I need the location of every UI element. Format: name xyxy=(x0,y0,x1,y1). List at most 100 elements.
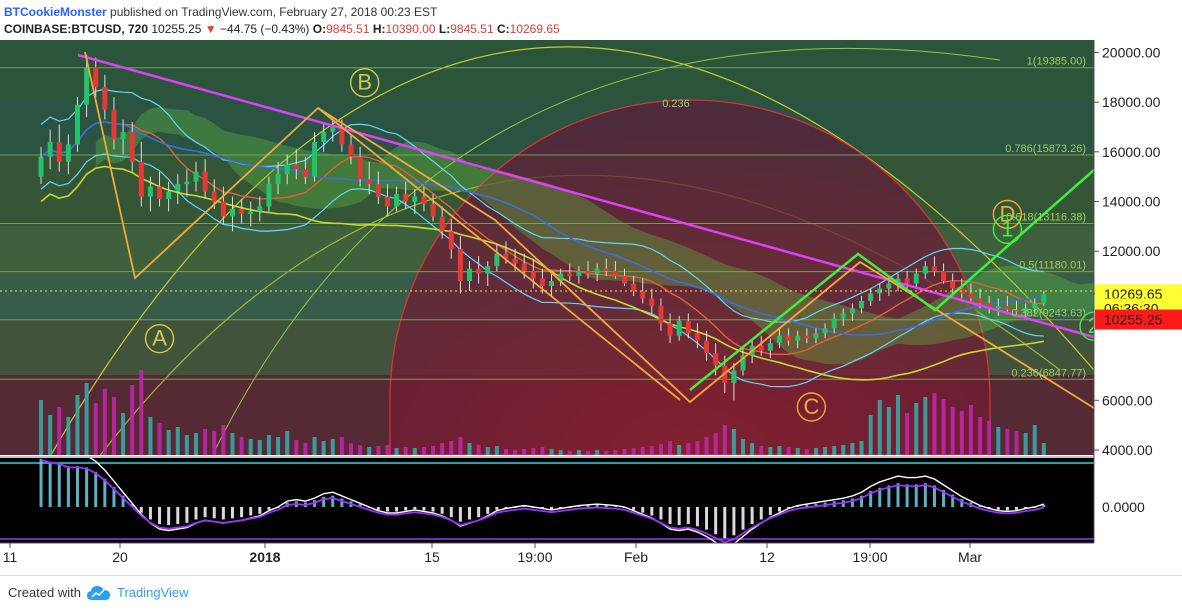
candle-body xyxy=(904,278,910,284)
last-price: 10255.25 xyxy=(151,22,202,36)
macd-bar xyxy=(158,507,162,524)
candle-body xyxy=(275,174,281,185)
candle-body xyxy=(394,194,400,207)
candle-body xyxy=(649,298,655,306)
macd-bar xyxy=(960,499,964,507)
volume-bar xyxy=(722,425,727,455)
bollinger-bands xyxy=(40,88,1044,388)
price-label-text: 10269.65 xyxy=(1104,286,1163,302)
volume-bar xyxy=(841,445,846,455)
wave-label: 2 xyxy=(1088,313,1100,338)
candle-body xyxy=(339,126,345,145)
volume-bar xyxy=(895,395,900,455)
volume-bar xyxy=(513,450,518,455)
volume-bar xyxy=(39,400,44,455)
macd-bar xyxy=(322,496,326,507)
volume-bar xyxy=(175,427,180,455)
candle-body xyxy=(521,263,527,272)
macd-bar xyxy=(121,495,125,507)
volume-bar xyxy=(677,445,682,455)
macd-bar xyxy=(613,505,617,507)
candle-body xyxy=(166,191,172,200)
candle-body xyxy=(986,303,992,309)
volume-bar xyxy=(795,448,800,455)
candle-body xyxy=(576,271,582,277)
wave-green-lines[interactable] xyxy=(689,169,1094,391)
candle-body xyxy=(804,335,810,339)
candle-body xyxy=(175,184,181,192)
created-with-text: Created with xyxy=(8,585,81,600)
macd-bar xyxy=(595,504,599,507)
trendline-magenta[interactable] xyxy=(77,53,1094,339)
macd-bar xyxy=(805,504,809,507)
price-axis-ticks: 20000.00 18000.00 16000.00 14000.00 12000.00… xyxy=(1094,44,1161,458)
volume-bar xyxy=(376,446,381,455)
wave-abc-lines[interactable] xyxy=(84,51,1094,409)
macd-bar xyxy=(413,507,417,510)
macd-bar xyxy=(230,507,234,519)
volume-bar xyxy=(604,451,609,455)
macd-bar xyxy=(732,507,736,536)
candle-body xyxy=(685,320,691,334)
candle-body xyxy=(421,196,427,205)
macd-bar xyxy=(796,505,800,507)
volume-bar xyxy=(968,405,973,455)
volume-bar xyxy=(823,447,828,455)
volume-bar xyxy=(494,446,499,455)
price-label-bg xyxy=(1095,309,1182,330)
tradingview-link[interactable]: TradingView xyxy=(117,585,189,600)
price-axis-bg xyxy=(1094,40,1182,458)
candle-body xyxy=(366,179,372,185)
macd-bar xyxy=(185,507,189,523)
time-tick-label: 12 xyxy=(759,549,775,565)
wave-lower-channel[interactable] xyxy=(317,107,681,401)
volume-bar xyxy=(458,437,463,455)
price-chart[interactable]: 1(19385.00) 0.786(15873.26) 0.618(13116.38… xyxy=(0,40,1182,575)
macd-bar xyxy=(850,498,854,507)
volume-bar xyxy=(303,443,308,455)
volume-bar xyxy=(567,451,572,455)
cloud-area xyxy=(95,106,1094,365)
low-label: L: xyxy=(438,22,451,36)
macd-bar xyxy=(486,507,490,514)
fib-label: 0.236(6847.77) xyxy=(1011,367,1086,379)
price-tick-label: 12000.00 xyxy=(1102,243,1161,259)
volume-bar xyxy=(850,443,855,455)
price-tick-label: 18000.00 xyxy=(1102,94,1161,110)
volume-bar xyxy=(786,447,791,455)
open-value: 9845.51 xyxy=(326,22,370,36)
wave-circle xyxy=(796,392,827,422)
macd-bar xyxy=(632,507,636,510)
candle-body xyxy=(348,144,354,157)
candle-body xyxy=(512,258,518,264)
wave-circle xyxy=(144,323,175,354)
volume-bar xyxy=(686,443,691,455)
volume-bar xyxy=(102,389,107,455)
volume-bar xyxy=(932,393,937,455)
candle-body xyxy=(594,268,600,274)
macd-bar xyxy=(896,483,900,507)
candle-body xyxy=(375,184,381,197)
candle-body xyxy=(758,345,764,351)
macd-bar xyxy=(340,498,344,507)
volume-bar xyxy=(1005,429,1010,455)
volume-bar xyxy=(166,430,171,455)
candle-body xyxy=(767,343,773,351)
tradingview-cloud-icon[interactable] xyxy=(86,584,112,602)
fib-label: 1(19385.00) xyxy=(1027,56,1086,68)
macd-bar xyxy=(112,487,116,507)
volume-bar xyxy=(613,450,618,455)
symbol-label[interactable]: COINBASE:BTCUSD, 720 xyxy=(4,22,149,36)
macd-bar xyxy=(677,507,681,526)
macd-bar xyxy=(404,507,408,511)
wave-label: B xyxy=(357,70,372,95)
author-link[interactable]: BTCookieMonster xyxy=(4,5,107,19)
price-tick-label: 6000.00 xyxy=(1102,392,1153,408)
macd-bar xyxy=(686,507,690,524)
macd-bar xyxy=(458,507,462,522)
macd-bar xyxy=(440,507,444,514)
volume-bar xyxy=(586,451,591,455)
macd-bar xyxy=(85,467,89,507)
fib-band-top xyxy=(0,40,1094,100)
volume-bar xyxy=(66,417,71,455)
